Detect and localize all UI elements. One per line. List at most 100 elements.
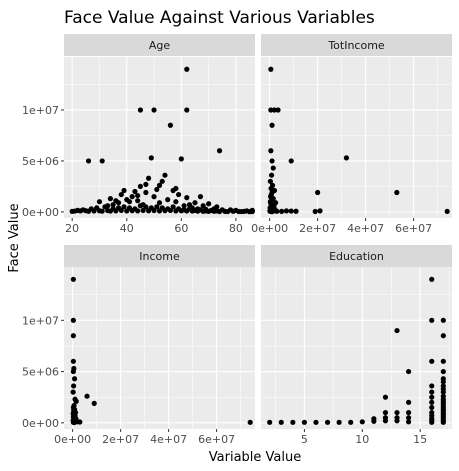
data-point: [124, 208, 130, 214]
data-point: [268, 66, 274, 72]
data-point: [176, 191, 182, 198]
x-tick-label: 6e+07: [198, 433, 235, 446]
data-point: [440, 419, 446, 425]
facet-income: Income 0e+00 2e+07 4e+07 6e+07 0e+00 5e+06 1e+0…: [22, 245, 255, 446]
data-point: [206, 201, 212, 207]
data-point: [216, 148, 223, 154]
y-tick-label: 0e+00: [22, 206, 59, 219]
data-point: [143, 204, 149, 210]
data-point: [241, 208, 247, 214]
y-tick-label: 5e+06: [22, 366, 59, 379]
data-point: [156, 200, 163, 206]
data-point: [394, 327, 400, 334]
data-point: [99, 208, 105, 214]
data-point: [184, 195, 190, 201]
data-point: [165, 197, 171, 203]
x-tick-label: 2e+07: [299, 222, 336, 235]
data-point: [359, 419, 365, 425]
data-point: [162, 172, 168, 178]
data-point: [267, 419, 273, 425]
facet-label-income: Income: [139, 250, 180, 263]
facet-label-age: Age: [149, 39, 171, 52]
data-point: [143, 181, 149, 187]
data-point: [178, 156, 184, 162]
data-point: [247, 419, 253, 425]
facet-totincome: TotIncome 0e+00 2e+07 4e+07 6e+07: [251, 34, 452, 235]
data-point: [317, 208, 323, 214]
data-point: [156, 208, 163, 214]
panel-background-age: [64, 57, 255, 218]
data-point: [283, 208, 290, 214]
data-point: [167, 122, 174, 128]
data-point: [271, 107, 278, 113]
data-point: [159, 178, 165, 184]
x-tick-label: 40: [120, 222, 134, 235]
data-point: [268, 148, 274, 154]
data-point: [70, 333, 76, 339]
data-point: [440, 368, 446, 375]
data-point: [270, 165, 276, 171]
data-point: [91, 208, 97, 214]
data-point: [178, 208, 184, 214]
data-point: [405, 368, 412, 375]
facet-age: Age 20 40 60 80 0e+00 5e+06 1e+07: [22, 34, 255, 235]
data-point: [429, 389, 435, 395]
x-tick-label: 15: [413, 433, 427, 446]
data-point: [313, 419, 319, 425]
data-point: [91, 400, 97, 406]
data-point: [382, 415, 389, 421]
data-point: [99, 158, 105, 164]
data-point: [107, 208, 113, 214]
data-point: [429, 399, 435, 405]
y-tick-label: 1e+07: [22, 314, 59, 327]
y-tick-label: 1e+07: [22, 104, 59, 117]
data-point: [124, 197, 130, 203]
data-point: [151, 207, 157, 214]
data-point: [269, 209, 275, 215]
data-point: [145, 175, 152, 181]
data-point: [73, 398, 79, 404]
y-tick-label: 5e+06: [22, 155, 59, 168]
data-point: [135, 192, 141, 199]
data-point: [186, 202, 193, 208]
data-point: [70, 368, 76, 375]
data-point: [77, 208, 83, 214]
data-point: [173, 199, 179, 205]
data-point: [154, 204, 160, 210]
data-point: [279, 208, 285, 214]
data-point: [200, 208, 206, 214]
data-point: [440, 358, 446, 364]
x-tick-label: 4e+07: [150, 433, 187, 446]
data-point: [135, 198, 141, 204]
data-point: [288, 208, 294, 214]
data-point: [71, 419, 77, 426]
data-point: [85, 208, 92, 214]
data-point: [371, 416, 377, 422]
data-point: [440, 389, 446, 395]
x-tick-label: 6e+07: [395, 222, 432, 235]
data-point: [429, 317, 435, 323]
facet-label-education: Education: [329, 250, 384, 263]
x-tick-label: 2e+07: [102, 433, 139, 446]
data-point: [225, 208, 231, 215]
x-tick-label: 10: [355, 433, 369, 446]
data-point: [137, 107, 143, 113]
panel-background-education: [261, 267, 452, 429]
data-point: [121, 204, 127, 210]
data-point: [440, 379, 446, 385]
data-point: [405, 415, 412, 421]
facet-strip-income: [64, 245, 255, 267]
data-point: [132, 188, 138, 195]
data-point: [405, 419, 412, 425]
data-point: [405, 399, 412, 405]
data-point: [173, 208, 179, 214]
data-point: [184, 107, 190, 113]
data-point: [192, 200, 198, 206]
data-point: [115, 200, 122, 206]
data-point: [249, 208, 255, 215]
panel-background-totincome: [261, 57, 452, 218]
data-point: [290, 419, 296, 425]
x-tick-label: 0e+00: [54, 433, 91, 446]
data-point: [269, 158, 275, 164]
